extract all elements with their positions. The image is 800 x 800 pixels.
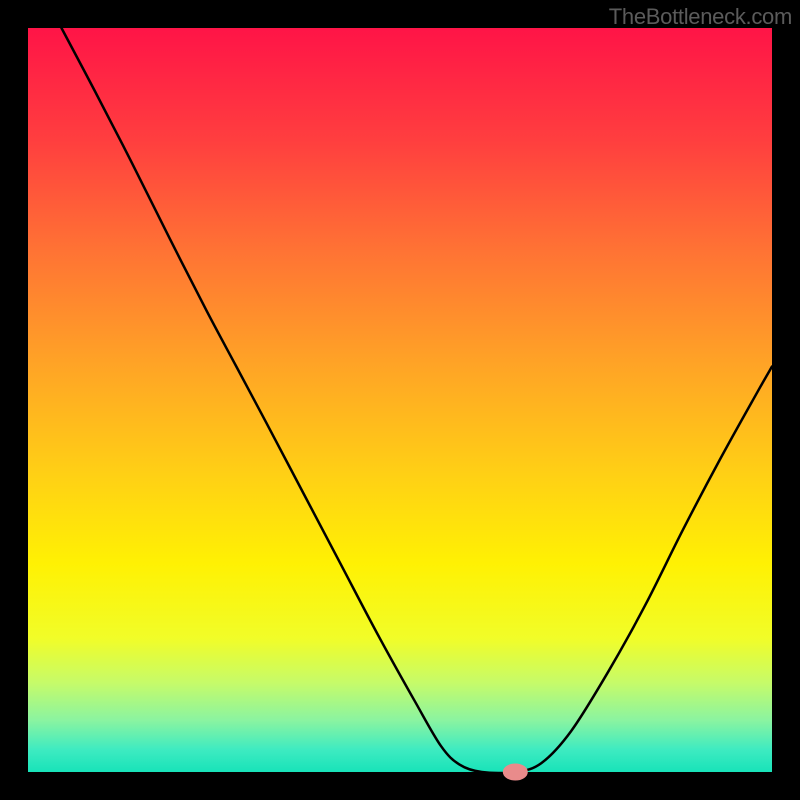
optimal-point-marker <box>503 764 527 780</box>
bottleneck-chart: TheBottleneck.com <box>0 0 800 800</box>
chart-svg <box>0 0 800 800</box>
watermark-text: TheBottleneck.com <box>609 4 792 30</box>
